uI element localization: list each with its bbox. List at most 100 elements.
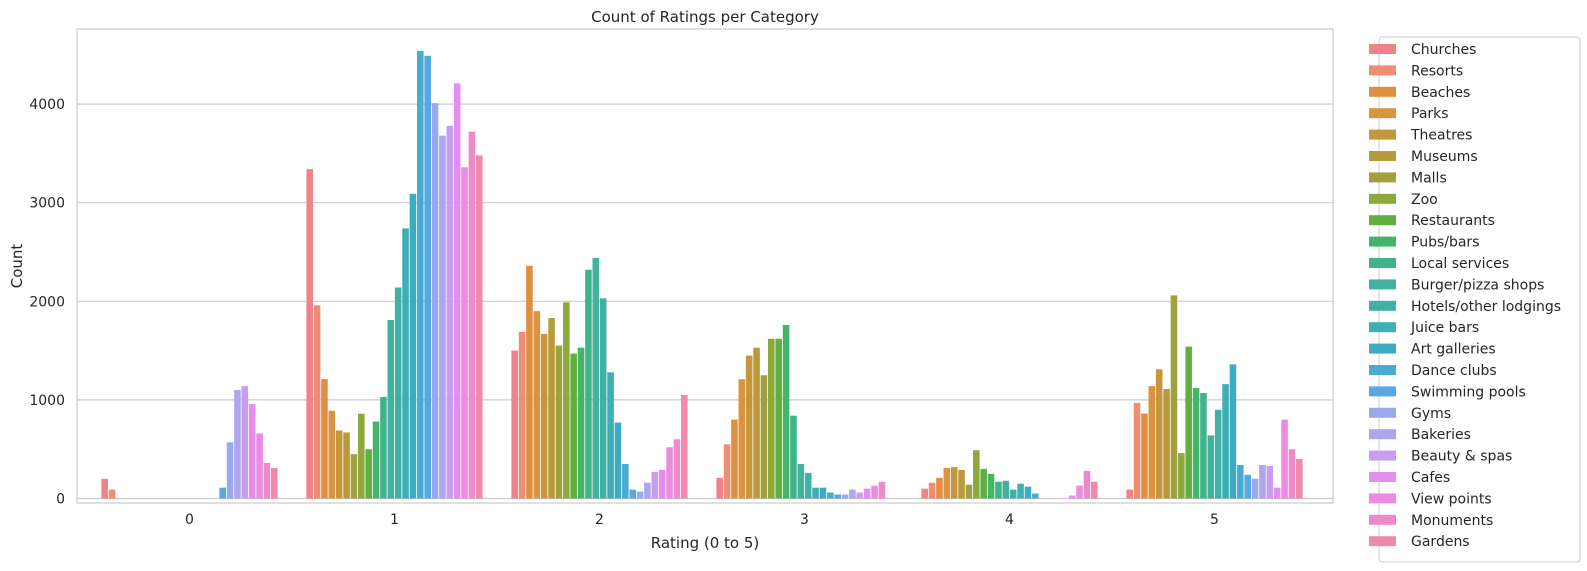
legend-swatch [1369,86,1396,97]
bar [1185,346,1192,499]
legend-item: Zoo [1369,192,1438,208]
bar [841,494,849,499]
legend: Churches Resorts Beaches Parks Theatres Museu… [1369,36,1581,563]
bar [511,350,518,499]
bar [446,125,454,499]
legend-item: Monuments [1369,513,1493,529]
legend-label: View points [1411,491,1492,507]
bar [738,379,746,499]
bar [468,131,476,499]
bar [651,471,659,499]
bar [834,494,841,499]
bar [827,492,834,499]
bar [1155,369,1163,499]
bar [987,473,995,499]
bar [1266,465,1274,499]
legend-item: Hotels/other lodgings [1369,299,1561,315]
bar [812,487,819,499]
bar [271,467,278,499]
bar [1200,392,1207,499]
bar [548,318,555,499]
bar [1251,478,1259,499]
bar [380,396,387,499]
legend-swatch [1369,343,1396,354]
legend-frame [1378,36,1581,563]
legend-label: Local services [1411,256,1509,272]
legend-item: Juice bars [1369,320,1479,336]
bar [1032,493,1039,499]
bar [108,489,116,499]
bar [306,169,313,499]
bar [980,468,987,499]
bar [592,257,600,499]
legend-swatch [1369,236,1396,247]
bar [256,433,263,499]
legend-item: Pubs/bars [1369,235,1479,251]
bar [731,419,738,499]
legend-swatch [1369,108,1396,119]
x-tick-label: 3 [800,512,809,528]
bar [1024,486,1032,499]
bar [540,333,548,499]
legend-label: Zoo [1411,192,1438,208]
bar [666,447,673,499]
bar [570,353,577,499]
legend-item: Burger/pizza shops [1369,277,1544,293]
bar [101,478,108,499]
bar [716,477,723,499]
bar [995,481,1002,499]
y-tick-label: 2000 [29,294,65,310]
legend-label: Gyms [1411,406,1451,422]
bar [629,489,636,499]
bar [417,50,424,499]
bar [681,394,688,499]
bar [226,442,234,499]
bar [335,430,343,499]
bar [1178,453,1185,499]
y-tick-label: 4000 [29,97,65,113]
legend-item: Theatres [1369,128,1472,144]
bar [950,466,958,499]
legend-item: Churches [1369,42,1476,58]
bar [607,372,614,499]
legend-label: Dance clubs [1411,363,1497,379]
legend-swatch [1369,44,1396,54]
bar [365,449,372,499]
bar [723,444,731,499]
bar [394,287,402,499]
legend-item: Resorts [1369,63,1463,79]
bar [431,103,439,499]
legend-label: Gardens [1411,534,1470,550]
legend-swatch [1369,407,1396,418]
bar [782,324,790,499]
x-axis-ticks: 0 1 2 3 4 5 [185,512,1219,528]
bar [577,347,585,499]
legend-swatch [1369,472,1396,482]
legend-item: Swimming pools [1369,384,1526,400]
legend-swatch [1369,536,1396,547]
bar [936,477,943,499]
bar [1222,384,1229,499]
legend-swatch [1369,193,1396,204]
bar [409,193,417,499]
bars [101,50,1303,499]
bar [241,386,249,499]
bar [797,463,805,499]
bar [518,331,526,499]
bar [1229,364,1237,499]
bar [1009,489,1017,499]
bar [614,422,622,499]
legend-item: Malls [1369,170,1447,186]
legend-item: Beauty & spas [1369,449,1512,465]
legend-item: Gardens [1369,534,1470,550]
bar [1017,483,1024,499]
bar [1068,495,1076,499]
bar [1214,409,1222,499]
bar [768,338,775,499]
bar [1163,389,1170,499]
bar [328,410,336,499]
bar [476,155,483,499]
legend-swatch [1369,279,1396,290]
bar [1281,419,1288,499]
